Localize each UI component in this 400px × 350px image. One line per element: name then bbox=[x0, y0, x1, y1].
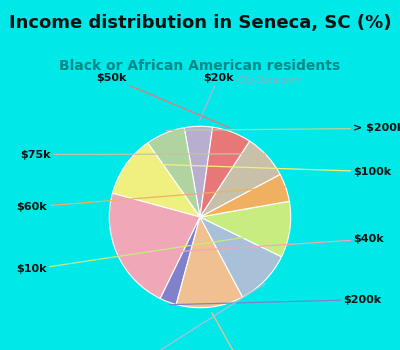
Text: Income distribution in Seneca, SC (%): Income distribution in Seneca, SC (%) bbox=[9, 14, 391, 32]
Text: $125k: $125k bbox=[126, 284, 265, 350]
Text: $60k: $60k bbox=[16, 187, 286, 212]
Text: $20k: $20k bbox=[200, 73, 233, 121]
Wedge shape bbox=[109, 193, 200, 299]
Text: $200k: $200k bbox=[170, 295, 381, 305]
Text: $100k: $100k bbox=[126, 163, 391, 177]
Wedge shape bbox=[184, 126, 213, 217]
Wedge shape bbox=[176, 217, 242, 308]
Text: City-Data.com: City-Data.com bbox=[236, 76, 300, 85]
Text: $40k: $40k bbox=[118, 234, 384, 256]
Text: Black or African American residents: Black or African American residents bbox=[60, 60, 340, 74]
Text: $75k: $75k bbox=[20, 149, 266, 160]
Wedge shape bbox=[200, 127, 250, 217]
Text: $50k: $50k bbox=[96, 73, 230, 128]
Wedge shape bbox=[200, 141, 280, 217]
Wedge shape bbox=[200, 217, 282, 297]
Text: $30k: $30k bbox=[212, 313, 254, 350]
Text: > $200k: > $200k bbox=[167, 123, 400, 133]
Wedge shape bbox=[160, 217, 200, 304]
Text: $10k: $10k bbox=[16, 230, 290, 274]
Wedge shape bbox=[200, 201, 291, 257]
Wedge shape bbox=[112, 143, 200, 217]
Wedge shape bbox=[148, 128, 200, 217]
Wedge shape bbox=[200, 174, 289, 217]
